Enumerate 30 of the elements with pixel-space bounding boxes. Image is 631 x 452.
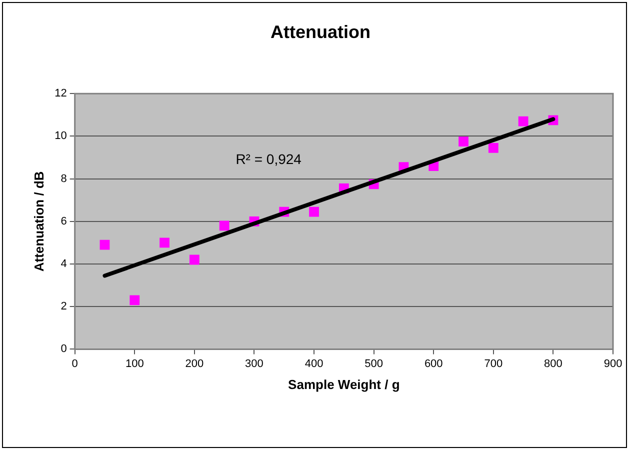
x-tick-label: 200	[185, 358, 204, 370]
point	[130, 295, 140, 306]
x-axis-title: Sample Weight / g	[288, 376, 400, 392]
y-tick-label: 4	[60, 258, 67, 270]
point	[219, 220, 230, 231]
point	[160, 238, 170, 248]
annotation: R² = 0,924	[236, 150, 302, 167]
point	[518, 116, 528, 126]
y-tick-label: 12	[54, 88, 67, 100]
y-tick-label: 6	[60, 215, 67, 228]
chart-title: Attenuation	[270, 22, 370, 42]
x-tick-label: 400	[304, 358, 324, 370]
y-tick-label: 2	[60, 300, 67, 313]
y-tick-label: 8	[60, 172, 67, 185]
point	[189, 254, 200, 265]
y-axis-title: Attenuation / dB	[31, 171, 46, 272]
y-tick-label: 0	[60, 343, 67, 356]
x-tick-label: 300	[245, 358, 264, 370]
point	[488, 142, 498, 153]
x-tick-label: 0	[72, 358, 78, 370]
y-tick-label: 10	[54, 130, 67, 142]
x-tick-label: 700	[484, 358, 503, 370]
point	[309, 206, 319, 217]
x-tick-label: 600	[424, 358, 443, 370]
x-tick-label: 800	[544, 358, 562, 370]
x-tick-label: 100	[125, 358, 144, 370]
point	[458, 136, 468, 146]
x-tick-label: 900	[604, 358, 622, 370]
point	[100, 240, 110, 250]
x-tick-label: 500	[364, 358, 383, 370]
